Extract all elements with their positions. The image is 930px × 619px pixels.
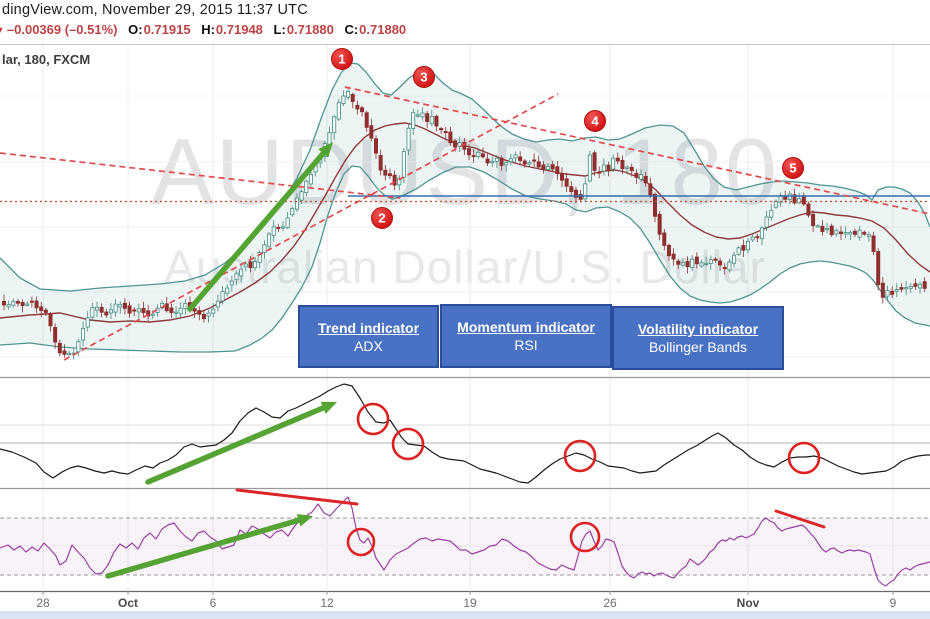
momentum-indicator-box: Momentum indicator RSI xyxy=(440,304,612,368)
green-arrow-head xyxy=(296,513,313,527)
x-axis: 28 Oct 6 12 19 26 Nov 9 xyxy=(0,591,930,619)
green-arrow-head xyxy=(320,401,337,414)
red-highlight-circle xyxy=(787,441,821,475)
green-trend-arrow xyxy=(105,517,302,579)
numbered-marker-label: 4 xyxy=(591,114,599,129)
x-axis-label[interactable]: 28 xyxy=(36,596,50,610)
annotations: 1 2 3 4 5 xyxy=(105,48,826,579)
adx-levels xyxy=(0,424,930,444)
red-highlight-circle xyxy=(563,439,597,473)
price-down-arrow-icon: ▼ xyxy=(0,25,5,37)
low-value: 0.71880 xyxy=(286,22,334,37)
numbered-marker-circle[interactable] xyxy=(413,66,435,88)
red-highlight-circle xyxy=(391,427,425,461)
x-axis-label[interactable]: 19 xyxy=(463,596,477,610)
close-value: 0.71880 xyxy=(359,22,407,37)
price-change: –0.00369 (–0.51%) xyxy=(6,22,118,37)
high-label: H: xyxy=(201,22,215,37)
x-axis-label[interactable]: Oct xyxy=(118,596,138,610)
numbered-marker-label: 2 xyxy=(378,211,385,226)
level-lines xyxy=(0,86,930,361)
close-label: C: xyxy=(344,22,359,37)
volatility-indicator-box: Volatility indicator Bollinger Bands xyxy=(612,306,784,370)
open-value: 0.71915 xyxy=(143,22,191,37)
x-axis-label[interactable]: 9 xyxy=(890,596,897,610)
rsi-band xyxy=(0,517,930,576)
numbered-marker-circle[interactable] xyxy=(782,157,804,179)
rsi-line xyxy=(0,496,930,587)
red-highlight-circle xyxy=(346,527,376,557)
open-label: O: xyxy=(128,22,143,37)
green-arrow-head xyxy=(318,142,333,158)
high-value: 0.71948 xyxy=(215,22,263,37)
red-highlight-circle xyxy=(569,521,601,553)
panel-borders xyxy=(0,376,930,593)
adx-line xyxy=(0,383,930,484)
red-highlight-circle xyxy=(356,402,390,436)
numbered-marker-circle[interactable] xyxy=(331,48,353,70)
indicator-lines xyxy=(0,383,930,587)
x-axis-label[interactable]: 6 xyxy=(210,596,217,610)
red-dashed-trendline xyxy=(0,152,401,199)
x-axis-label[interactable]: 26 xyxy=(603,596,617,610)
bottom-scroll-strip xyxy=(0,612,930,619)
trend-indicator-title: Trend indicator xyxy=(317,319,420,336)
chart-header: dingView.com, November 29, 2015 11:37 UT… xyxy=(0,0,930,45)
numbered-marker-label: 5 xyxy=(789,161,796,176)
x-axis-label[interactable]: 12 xyxy=(320,596,334,610)
chart-title: dingView.com, November 29, 2015 11:37 UT… xyxy=(2,2,308,18)
trend-indicator-value: ADX xyxy=(354,337,383,354)
numbered-marker-label: 3 xyxy=(420,70,427,85)
volatility-indicator-value: Bollinger Bands xyxy=(648,339,748,355)
green-trend-arrow xyxy=(187,150,326,312)
numbered-marker-circle[interactable] xyxy=(584,110,606,132)
green-trend-arrow xyxy=(145,405,326,485)
red-dashed-trendline xyxy=(63,93,559,361)
quote-line: ▼–0.00369 (–0.51%) O:0.71915 H:0.71948 L… xyxy=(0,22,406,37)
numbered-marker-circle[interactable] xyxy=(371,207,393,229)
symbol-info: lar, 180, FXCM xyxy=(2,52,91,67)
momentum-indicator-value: RSI xyxy=(514,337,538,353)
trend-indicator-box: Trend indicator ADX xyxy=(298,305,439,368)
red-resistance-segment xyxy=(774,509,826,529)
x-axis-label[interactable]: Nov xyxy=(737,596,760,610)
momentum-indicator-title: Momentum indicator xyxy=(457,319,595,335)
red-resistance-segment xyxy=(235,488,359,506)
volatility-indicator-title: Volatility indicator xyxy=(637,321,759,337)
low-label: L: xyxy=(273,22,286,37)
numbered-marker-label: 1 xyxy=(338,52,345,67)
